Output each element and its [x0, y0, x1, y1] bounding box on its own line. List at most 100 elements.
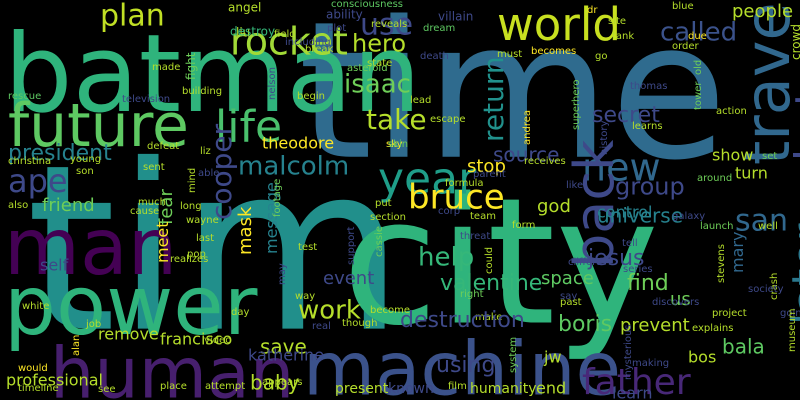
cloud-word: able [198, 168, 220, 180]
cloud-word: return [477, 56, 510, 142]
cloud-word: footage [272, 178, 283, 217]
cloud-word: human [50, 332, 295, 400]
cloud-word: learn [612, 383, 653, 400]
cloud-word: real [312, 321, 331, 333]
cloud-word: theodore [262, 133, 335, 153]
cloud-word: though [342, 318, 378, 330]
cloud-word: tell [622, 238, 638, 250]
cloud-word: help [418, 242, 475, 273]
cloud-word: control [597, 202, 653, 222]
cloud-word: ability [326, 7, 363, 22]
cloud-word: mind [187, 167, 198, 193]
cloud-word: pop [187, 249, 206, 261]
cloud-word: mysterious [623, 324, 634, 381]
cloud-word: state [367, 58, 393, 70]
cloud-word: crowd [789, 23, 800, 60]
cloud-word: humanity [470, 381, 537, 398]
cloud-word: event [323, 267, 375, 289]
cloud-word: world [497, 0, 621, 51]
cloud-word: field [274, 29, 296, 41]
cloud-word: also [8, 200, 29, 212]
cloud-word: formula [445, 178, 484, 190]
cloud-word: god [537, 195, 571, 217]
cloud-word: wayne [186, 215, 219, 227]
cloud-word: liu [236, 25, 251, 40]
cloud-word: section [370, 212, 407, 224]
cloud-word: museum [787, 308, 798, 352]
cloud-word: stop [467, 155, 506, 177]
cloud-word: past [560, 297, 582, 309]
cloud-word: francisco [160, 329, 233, 349]
cloud-word: realizes [170, 254, 209, 266]
cloud-word: turn [735, 163, 768, 183]
cloud-word: dr [587, 5, 598, 17]
cloud-word: place [160, 381, 187, 393]
cloud-word: threat [460, 231, 491, 243]
cloud-word: corp [438, 206, 461, 218]
cloud-word: appears [262, 377, 303, 389]
cloud-word: young [70, 154, 102, 166]
cloud-word: universe [597, 203, 683, 228]
cloud-word: galaxy [672, 211, 706, 223]
cloud-word: well [758, 221, 778, 233]
cloud-word: life [215, 101, 283, 153]
cloud-word: site [608, 16, 627, 28]
cloud-word: tank [612, 31, 635, 43]
cloud-word: destruction [400, 307, 525, 333]
cloud-word: made [152, 62, 181, 74]
cloud-word: set [762, 151, 778, 163]
cloud-word: say [560, 291, 578, 303]
cloud-word: prevent [620, 314, 690, 336]
cloud-word: cassie [374, 226, 385, 257]
cloud-word: make [475, 312, 503, 324]
cloud-word: nelson [267, 67, 278, 100]
cloud-word: jw [544, 347, 562, 367]
cloud-word: jesus [588, 245, 645, 271]
cloud-word: like [566, 180, 584, 192]
cloud-word: asteroid [347, 63, 388, 75]
cloud-word: isaac [344, 69, 411, 100]
cloud-word: katherine [248, 345, 325, 365]
cloud-word: group [615, 172, 685, 201]
cloud-word: receives [524, 156, 566, 168]
cloud-word: thomas [630, 81, 668, 93]
cloud-word: professional [6, 370, 103, 390]
cloud-word: rocket [230, 19, 348, 64]
cloud-word: meet [153, 221, 172, 263]
cloud-word: television [122, 94, 171, 106]
cloud-word: ape [8, 162, 68, 201]
cloud-word: much [138, 197, 166, 209]
cloud-word: timeline [18, 383, 59, 395]
cloud-word: self [40, 255, 69, 275]
cloud-word: known [388, 381, 434, 398]
cloud-word: son [76, 166, 94, 178]
cloud-word: alan [71, 334, 82, 356]
cloud-word: bala [722, 334, 765, 359]
cloud-word: project [712, 308, 747, 320]
cloud-word: bruce [408, 177, 505, 218]
cloud-word: using [436, 352, 496, 378]
cloud-word: tower [693, 81, 704, 110]
cloud-word: andrea [522, 110, 533, 145]
cloud-word: would [18, 363, 48, 375]
cloud-word: angel [228, 0, 262, 15]
cloud-word: source [493, 142, 560, 167]
cloud-word: rescue [8, 91, 42, 103]
cloud-word: fight [184, 52, 198, 81]
cloud-word: power [4, 259, 258, 355]
cloud-word: form [512, 220, 536, 232]
cloud-word: villain [438, 9, 474, 24]
cloud-word: destroy [230, 24, 276, 39]
cloud-word: end [536, 378, 567, 398]
cloud-word: called [660, 17, 738, 48]
cloud-word: hero [352, 29, 406, 58]
cloud-word: baby [250, 370, 300, 395]
cloud-word: break [305, 44, 334, 56]
cloud-word: white [22, 301, 50, 313]
cloud-word: malcolm [238, 151, 350, 182]
cloud-word: san [735, 203, 789, 239]
cloud-word: attempt [205, 381, 246, 393]
cloud-word: cause [130, 206, 160, 218]
cloud-word: begin [297, 91, 325, 103]
